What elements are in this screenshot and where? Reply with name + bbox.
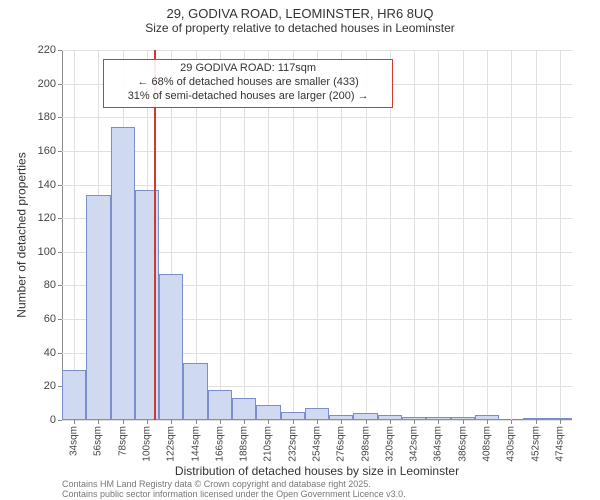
- xtick-mark: [244, 420, 245, 424]
- ytick-label: 60: [44, 313, 56, 325]
- xtick-mark: [414, 420, 415, 424]
- xtick-label: 452sqm: [530, 426, 541, 462]
- xtick-mark: [536, 420, 537, 424]
- y-axis-line: [62, 50, 63, 420]
- gridline-v: [511, 50, 512, 420]
- ytick-label: 20: [44, 380, 56, 392]
- xtick-mark: [317, 420, 318, 424]
- ytick-mark: [58, 218, 62, 219]
- ytick-label: 220: [38, 44, 56, 56]
- xtick-mark: [293, 420, 294, 424]
- xtick-label: 188sqm: [239, 426, 250, 462]
- xtick-label: 474sqm: [554, 426, 565, 462]
- xtick-mark: [366, 420, 367, 424]
- xtick-mark: [268, 420, 269, 424]
- histogram-bar: [281, 412, 305, 420]
- xtick-label: 276sqm: [336, 426, 347, 462]
- annotation-line: ← 68% of detached houses are smaller (43…: [110, 76, 387, 90]
- histogram-bar: [353, 413, 377, 420]
- ytick-mark: [58, 252, 62, 253]
- xtick-mark: [511, 420, 512, 424]
- xtick-label: 342sqm: [409, 426, 420, 462]
- xtick-label: 122sqm: [166, 426, 177, 462]
- histogram-bar: [305, 408, 329, 420]
- ytick-mark: [58, 420, 62, 421]
- xtick-label: 100sqm: [142, 426, 153, 462]
- xtick-label: 254sqm: [312, 426, 323, 462]
- xtick-mark: [98, 420, 99, 424]
- xtick-label: 56sqm: [93, 426, 104, 456]
- histogram-bar: [256, 405, 280, 420]
- histogram-bar: [62, 370, 86, 420]
- plot-area: 02040608010012014016018020022034sqm56sqm…: [62, 50, 572, 420]
- gridline-v: [414, 50, 415, 420]
- xtick-label: 78sqm: [117, 426, 128, 456]
- ytick-label: 100: [38, 246, 56, 258]
- histogram-bar: [86, 195, 110, 420]
- xtick-label: 320sqm: [384, 426, 395, 462]
- credits-line2: Contains public sector information licen…: [62, 490, 406, 500]
- xtick-label: 34sqm: [69, 426, 80, 456]
- xtick-mark: [147, 420, 148, 424]
- title-line1: 29, GODIVA ROAD, LEOMINSTER, HR6 8UQ: [0, 6, 600, 21]
- xtick-mark: [390, 420, 391, 424]
- histogram-bar: [159, 274, 183, 420]
- xtick-mark: [560, 420, 561, 424]
- xtick-label: 298sqm: [360, 426, 371, 462]
- gridline-v: [463, 50, 464, 420]
- histogram-bar: [208, 390, 232, 420]
- xtick-mark: [220, 420, 221, 424]
- xtick-mark: [74, 420, 75, 424]
- ytick-mark: [58, 353, 62, 354]
- gridline-v: [560, 50, 561, 420]
- xtick-label: 144sqm: [190, 426, 201, 462]
- xtick-mark: [341, 420, 342, 424]
- gridline-v: [487, 50, 488, 420]
- ytick-label: 0: [50, 414, 56, 426]
- ytick-mark: [58, 285, 62, 286]
- x-axis-label: Distribution of detached houses by size …: [62, 464, 572, 478]
- ytick-mark: [58, 84, 62, 85]
- title-line2: Size of property relative to detached ho…: [0, 21, 600, 35]
- ytick-mark: [58, 185, 62, 186]
- chart-container: 29, GODIVA ROAD, LEOMINSTER, HR6 8UQ Siz…: [0, 0, 600, 500]
- gridline-v: [438, 50, 439, 420]
- ytick-mark: [58, 151, 62, 152]
- ytick-mark: [58, 50, 62, 51]
- annotation-line: 29 GODIVA ROAD: 117sqm: [110, 62, 387, 76]
- ytick-mark: [58, 117, 62, 118]
- histogram-bar: [183, 363, 207, 420]
- xtick-mark: [171, 420, 172, 424]
- xtick-label: 210sqm: [263, 426, 274, 462]
- credits: Contains HM Land Registry data © Crown c…: [62, 480, 406, 500]
- ytick-label: 140: [38, 179, 56, 191]
- xtick-label: 386sqm: [457, 426, 468, 462]
- ytick-label: 160: [38, 145, 56, 157]
- title-block: 29, GODIVA ROAD, LEOMINSTER, HR6 8UQ Siz…: [0, 6, 600, 35]
- annotation-line: 31% of semi-detached houses are larger (…: [110, 90, 387, 104]
- xtick-mark: [438, 420, 439, 424]
- y-axis-label-text: Number of detached properties: [15, 152, 29, 317]
- gridline-v: [536, 50, 537, 420]
- y-axis-label: Number of detached properties: [14, 50, 30, 420]
- annotation-box: 29 GODIVA ROAD: 117sqm← 68% of detached …: [103, 59, 394, 107]
- xtick-label: 430sqm: [506, 426, 517, 462]
- xtick-mark: [487, 420, 488, 424]
- ytick-label: 120: [38, 212, 56, 224]
- ytick-label: 40: [44, 347, 56, 359]
- xtick-label: 232sqm: [287, 426, 298, 462]
- xtick-mark: [196, 420, 197, 424]
- ytick-label: 200: [38, 78, 56, 90]
- xtick-label: 166sqm: [214, 426, 225, 462]
- xtick-mark: [123, 420, 124, 424]
- ytick-label: 180: [38, 111, 56, 123]
- histogram-bar: [232, 398, 256, 420]
- xtick-mark: [463, 420, 464, 424]
- ytick-mark: [58, 319, 62, 320]
- gridline-v: [74, 50, 75, 420]
- histogram-bar: [111, 127, 135, 420]
- xtick-label: 408sqm: [482, 426, 493, 462]
- ytick-label: 80: [44, 279, 56, 291]
- xtick-label: 364sqm: [433, 426, 444, 462]
